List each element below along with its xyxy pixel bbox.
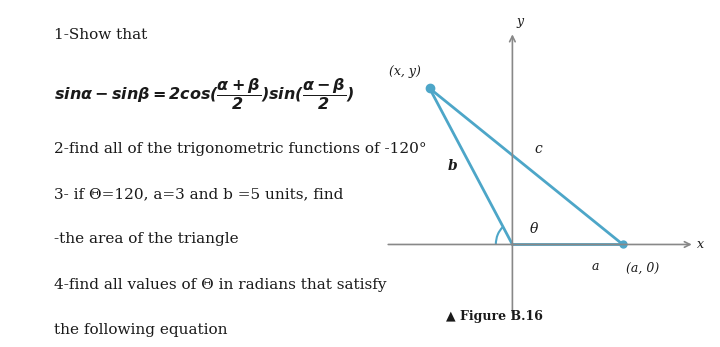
Text: 4-find all values of Θ in radians that satisfy: 4-find all values of Θ in radians that s… xyxy=(54,278,387,291)
Text: x: x xyxy=(697,238,704,251)
Text: the following equation: the following equation xyxy=(54,323,228,337)
Text: 2-find all of the trigonometric functions of -120°: 2-find all of the trigonometric function… xyxy=(54,142,427,156)
Text: $\bfit{sin\alpha - sin\beta = 2cos(\dfrac{\alpha+\beta}{2})sin(\dfrac{\alpha-\be: $\bfit{sin\alpha - sin\beta = 2cos(\dfra… xyxy=(54,76,354,112)
Text: 3- if Θ=120, a=3 and b =5 units, find: 3- if Θ=120, a=3 and b =5 units, find xyxy=(54,187,343,201)
Text: θ: θ xyxy=(530,222,539,236)
Text: ▲ Figure B.16: ▲ Figure B.16 xyxy=(446,310,543,323)
Text: b: b xyxy=(447,159,457,174)
Text: a: a xyxy=(591,260,599,273)
Text: c: c xyxy=(534,142,542,156)
Text: 1-Show that: 1-Show that xyxy=(54,28,148,42)
Text: (a, 0): (a, 0) xyxy=(626,262,659,275)
Text: (x, y): (x, y) xyxy=(390,65,421,78)
Text: y: y xyxy=(517,15,524,28)
Text: -the area of the triangle: -the area of the triangle xyxy=(54,232,239,246)
